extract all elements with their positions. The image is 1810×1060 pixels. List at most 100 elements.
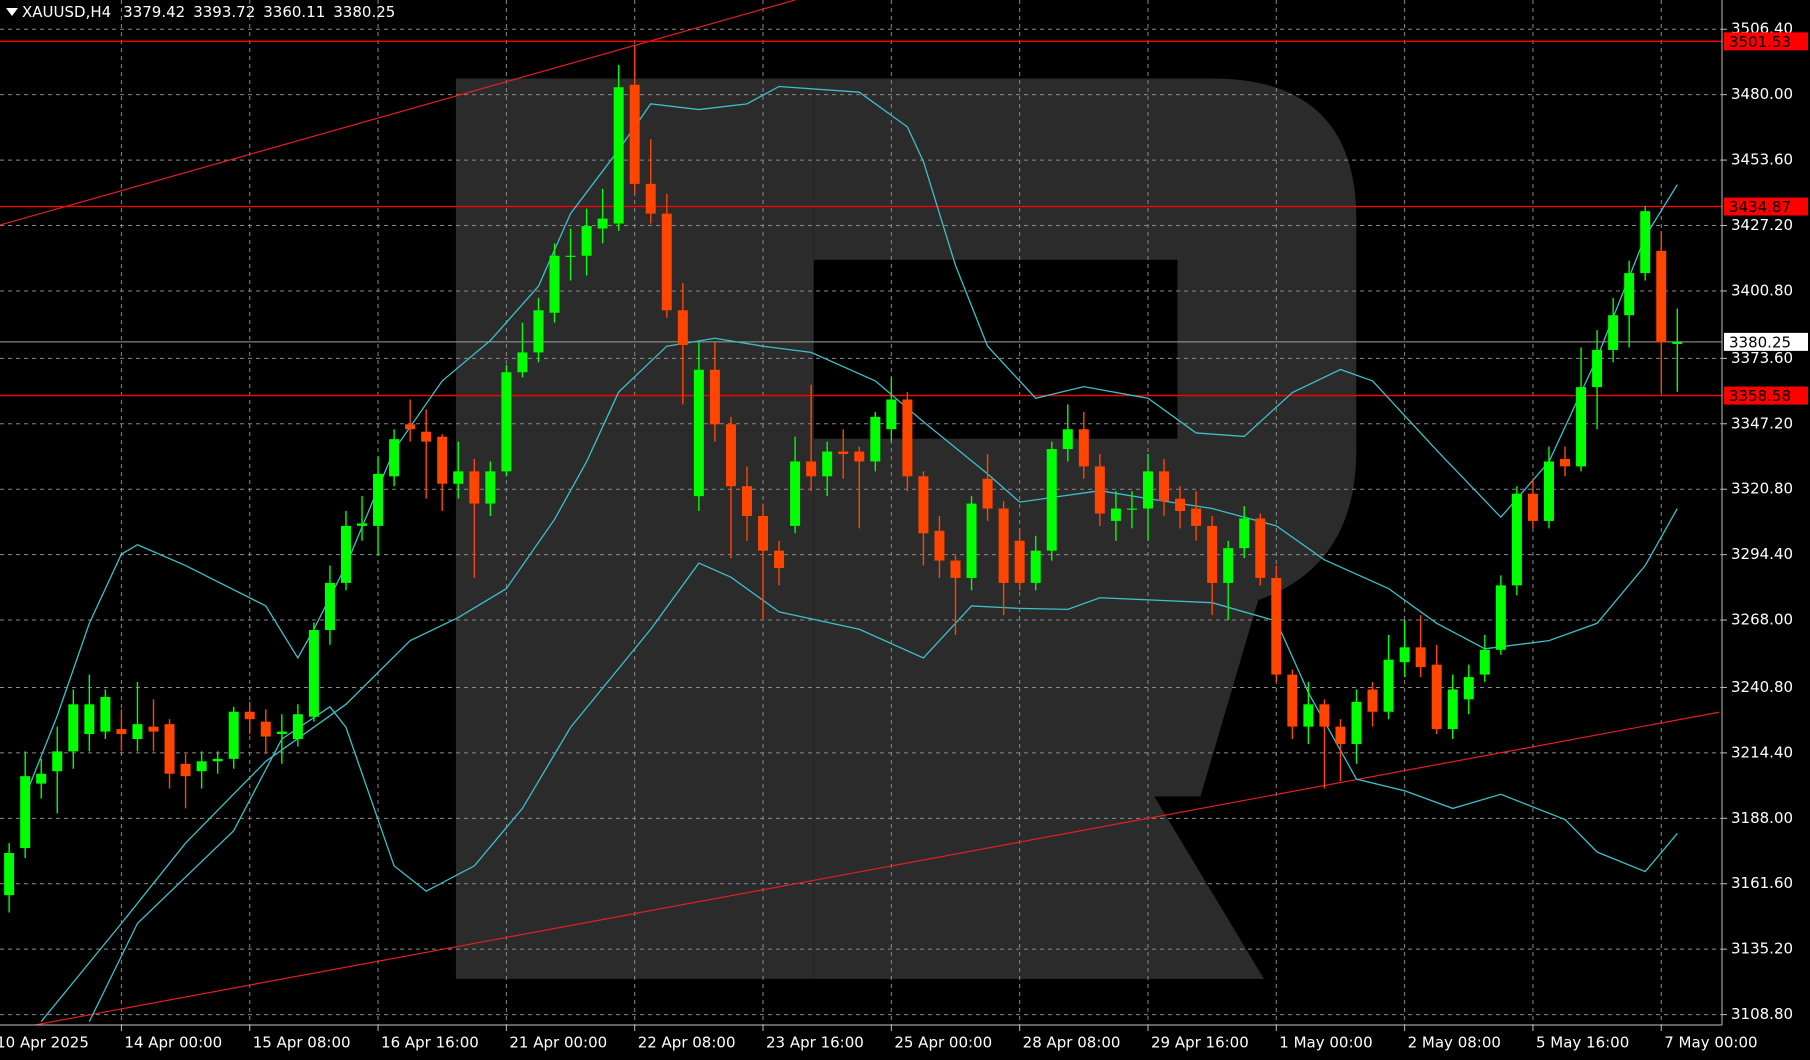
candle-body bbox=[324, 582, 335, 630]
candle-body bbox=[1046, 449, 1057, 551]
last-close: 3380.25 bbox=[333, 3, 395, 21]
candle-body bbox=[1560, 458, 1571, 467]
candle-body bbox=[629, 84, 640, 184]
y-tick-label: 3453.60 bbox=[1731, 151, 1793, 169]
band-line bbox=[88, 562, 1678, 1022]
candle-body bbox=[709, 369, 720, 425]
band-line bbox=[24, 85, 1678, 797]
candle-body bbox=[1030, 550, 1041, 583]
candle-body bbox=[68, 704, 79, 752]
candle-body bbox=[1511, 493, 1522, 586]
candle-body bbox=[1367, 689, 1378, 712]
candle-body bbox=[1303, 704, 1314, 727]
x-tick-label: 1 May 00:00 bbox=[1279, 1034, 1372, 1052]
candle-body bbox=[1207, 525, 1218, 583]
candle-body bbox=[20, 776, 31, 849]
candle-body bbox=[1062, 429, 1073, 450]
y-tick-label: 3480.00 bbox=[1731, 85, 1793, 103]
y-tick-label: 3161.60 bbox=[1731, 874, 1793, 892]
candle-body bbox=[52, 751, 63, 772]
candle-body bbox=[1399, 647, 1410, 663]
candle-body bbox=[950, 560, 961, 578]
candle-body bbox=[196, 761, 207, 772]
candle-body bbox=[373, 473, 384, 526]
candle-body bbox=[1656, 250, 1667, 343]
candle-body bbox=[998, 508, 1009, 583]
trendline bbox=[34, 711, 1720, 1025]
x-tick-label: 7 May 00:00 bbox=[1664, 1034, 1757, 1052]
candle-body bbox=[1078, 429, 1089, 467]
candle-body bbox=[613, 87, 624, 224]
x-tick-label: 23 Apr 16:00 bbox=[766, 1034, 864, 1052]
y-tick-label: 3240.80 bbox=[1731, 678, 1793, 696]
candle-body bbox=[1239, 518, 1250, 549]
level-label: 3501.53 bbox=[1729, 33, 1791, 51]
candle-body bbox=[533, 310, 544, 353]
candle-body bbox=[1624, 273, 1635, 316]
y-tick-label: 3347.20 bbox=[1731, 414, 1793, 432]
candle-body bbox=[132, 724, 143, 740]
level-label-box bbox=[1724, 32, 1808, 51]
bid-label: 3380.25 bbox=[1729, 333, 1791, 351]
chart-title: XAUUSD,H4 3379.42 3393.72 3360.11 3380.25 bbox=[22, 3, 395, 21]
candle-body bbox=[1495, 585, 1506, 650]
y-tick-label: 3294.40 bbox=[1731, 545, 1793, 563]
x-tick-label: 16 Apr 16:00 bbox=[381, 1034, 479, 1052]
candle-body bbox=[725, 424, 736, 487]
candle-body bbox=[870, 416, 881, 462]
last-low: 3360.11 bbox=[263, 3, 325, 21]
candle-body bbox=[421, 431, 432, 442]
y-tick-label: 3135.20 bbox=[1731, 940, 1793, 958]
candle-body bbox=[774, 550, 785, 569]
level-label-box bbox=[1724, 197, 1808, 216]
trendline bbox=[0, 0, 796, 226]
candle-body bbox=[1672, 341, 1683, 344]
y-tick-label: 3188.00 bbox=[1731, 809, 1793, 827]
candle-body bbox=[902, 399, 913, 477]
candle-body bbox=[36, 773, 47, 784]
candle-body bbox=[389, 439, 400, 477]
candle-body bbox=[100, 696, 111, 732]
candle-body bbox=[677, 310, 688, 345]
x-tick-label: 5 May 16:00 bbox=[1536, 1034, 1629, 1052]
candle-body bbox=[1094, 466, 1105, 514]
candle-body bbox=[437, 436, 448, 484]
candle-body bbox=[1335, 726, 1346, 744]
candle-body bbox=[838, 451, 849, 455]
candle-body bbox=[308, 629, 319, 717]
candle-body bbox=[565, 255, 576, 257]
candle-body bbox=[982, 478, 993, 509]
candle-body bbox=[276, 731, 287, 735]
candle-body bbox=[758, 515, 769, 551]
candle-body bbox=[1479, 649, 1490, 675]
candle-body bbox=[741, 486, 752, 516]
candle-body bbox=[116, 729, 127, 735]
symbol: XAUUSD,H4 bbox=[22, 3, 111, 21]
menu-triangle bbox=[6, 8, 18, 16]
y-tick-label: 3400.80 bbox=[1731, 281, 1793, 299]
candle-body bbox=[822, 451, 833, 477]
candle-body bbox=[1191, 508, 1202, 526]
candle-body bbox=[1431, 664, 1442, 730]
candle-body bbox=[1543, 461, 1554, 521]
x-tick-label: 2 May 08:00 bbox=[1408, 1034, 1501, 1052]
x-tick-label: 14 Apr 00:00 bbox=[124, 1034, 222, 1052]
candle-body bbox=[1415, 647, 1426, 668]
candle-body bbox=[292, 714, 303, 740]
candle-body bbox=[1159, 471, 1170, 502]
candle-body bbox=[4, 853, 15, 896]
x-tick-label: 25 Apr 00:00 bbox=[894, 1034, 992, 1052]
y-tick-label: 3320.80 bbox=[1731, 480, 1793, 498]
candle-body bbox=[1110, 508, 1121, 521]
candle-body bbox=[661, 213, 672, 311]
candle-body bbox=[581, 226, 592, 256]
x-tick-label: 22 Apr 08:00 bbox=[638, 1034, 736, 1052]
bid-label-box bbox=[1724, 332, 1808, 351]
candle-body bbox=[1319, 704, 1330, 727]
candle-body bbox=[148, 726, 159, 732]
candle-body bbox=[806, 461, 817, 477]
candle-body bbox=[212, 758, 223, 762]
candle-body bbox=[453, 471, 464, 484]
level-label: 3434.87 bbox=[1729, 198, 1791, 216]
